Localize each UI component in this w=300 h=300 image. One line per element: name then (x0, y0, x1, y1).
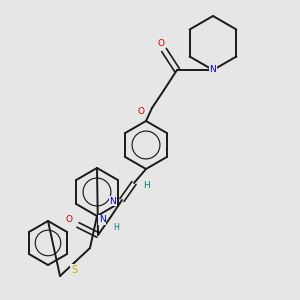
Text: O: O (137, 107, 145, 116)
Text: N: N (99, 215, 105, 224)
Text: H: H (144, 181, 150, 190)
Text: N: N (110, 196, 116, 206)
Text: N: N (210, 65, 216, 74)
Text: O: O (158, 38, 164, 47)
Text: H: H (113, 224, 119, 232)
Text: S: S (71, 265, 77, 275)
Text: O: O (65, 215, 73, 224)
